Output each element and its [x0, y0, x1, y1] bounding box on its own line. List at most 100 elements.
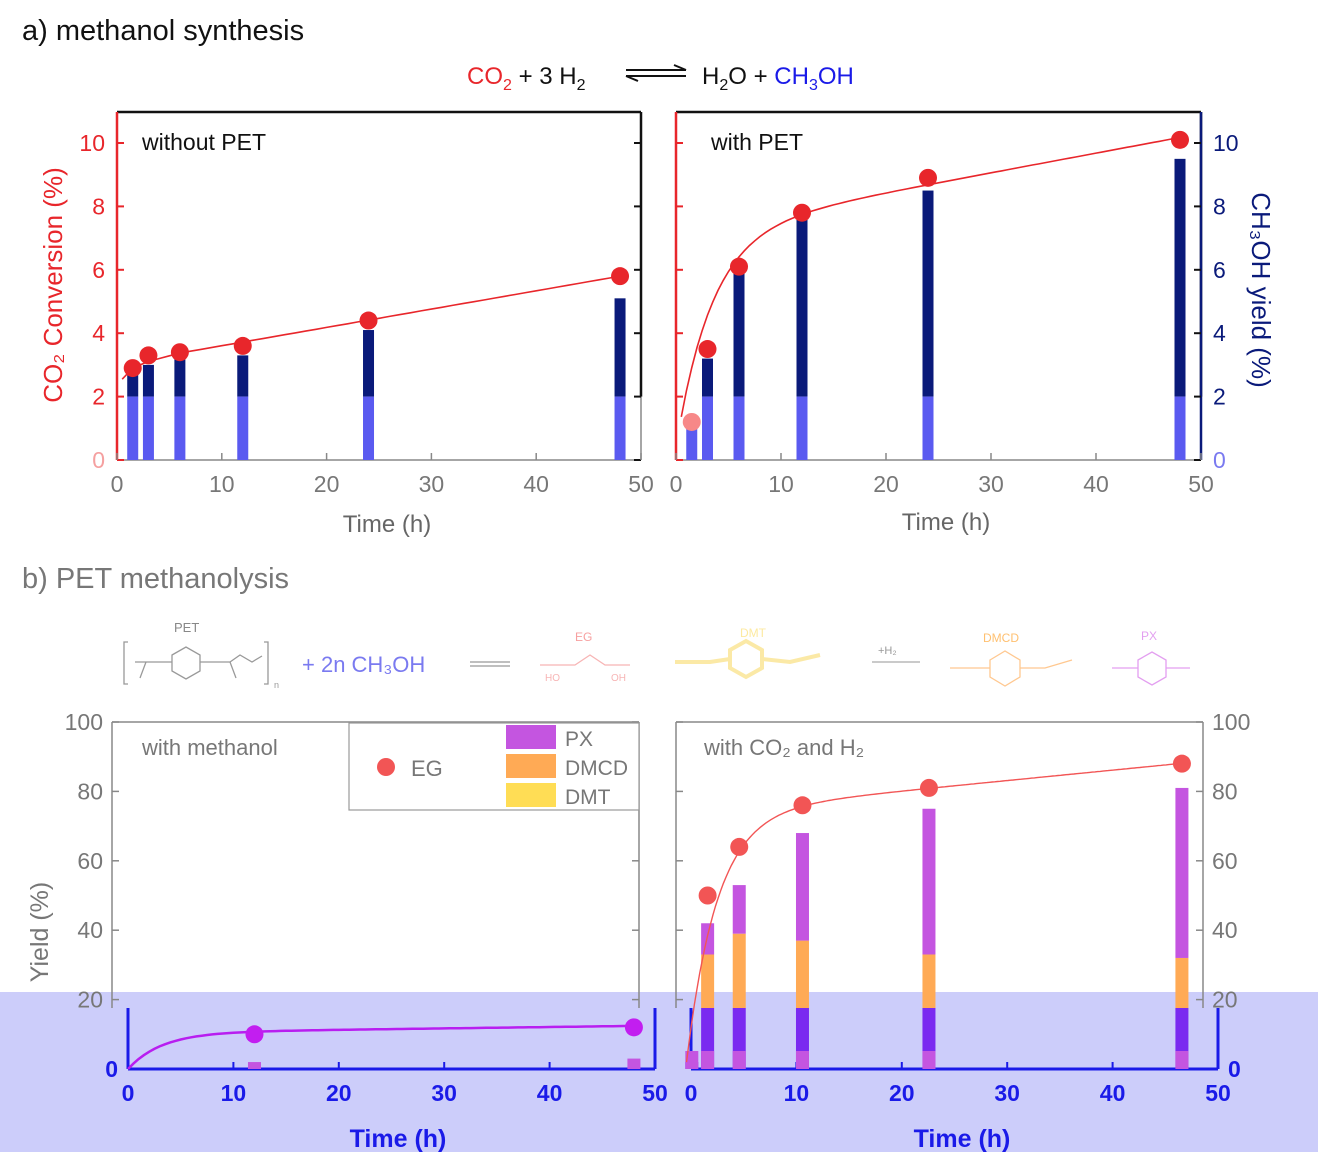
- xtick-label: 30: [431, 1080, 457, 1106]
- bar-lower-base: [732, 1051, 746, 1069]
- ytick-label: 100: [65, 709, 103, 735]
- yield-bar: [702, 358, 713, 397]
- legend: EG PX DMCD DMT: [348, 722, 640, 811]
- conversion-point: [139, 346, 158, 365]
- panel-a-ylabel-right: CH₃OH yield (%): [1246, 192, 1276, 388]
- ytick-label: 60: [77, 848, 103, 874]
- xtick-label: 20: [326, 1080, 352, 1106]
- pet-structure-icon: [123, 641, 269, 685]
- legend-dmt-label: DMT: [565, 786, 611, 809]
- panel-a-right-xlabel: Time (h): [902, 509, 990, 536]
- dmcd-structure-icon: [950, 650, 1073, 687]
- bar-lower-base: [922, 1051, 936, 1069]
- conversion-point: [793, 203, 811, 222]
- ytick-label: 10: [79, 130, 105, 156]
- xtick-label: 40: [523, 471, 549, 497]
- xtick-label: 0: [111, 471, 124, 497]
- yield-bar: [614, 298, 626, 397]
- scheme-pet-label: PET: [174, 620, 199, 635]
- yield-bar: [237, 355, 249, 397]
- panel-b-right-xlabel: Time (h): [914, 1125, 1011, 1152]
- yield-bar-lower: [614, 396, 626, 460]
- xtick-label: 40: [537, 1080, 563, 1106]
- yield-bar: [363, 330, 375, 397]
- chart-with-methanol: 0 20 40 60 80 100 0 10 20 30 40 50 with methanol: [65, 709, 668, 1106]
- xtick-label: 10: [209, 471, 235, 497]
- ytick-label: 2: [92, 384, 105, 410]
- bar-lower-base: [701, 1051, 715, 1069]
- dmcd-bar: [795, 940, 809, 1008]
- equilibrium-arrow: [625, 64, 687, 82]
- chart-title: without PET: [141, 129, 266, 155]
- legend-dmcd-swatch: [506, 754, 556, 778]
- ytick-label: 0: [92, 447, 105, 473]
- panel-a-label: a) methanol synthesis: [22, 15, 304, 47]
- px-structure-icon: [1112, 651, 1190, 686]
- px-bar: [732, 885, 746, 934]
- yield-bar-lower: [127, 396, 139, 460]
- eg-point: [245, 1025, 264, 1044]
- yield-bar: [174, 358, 186, 397]
- legend-eg-marker: [377, 758, 395, 776]
- panel-b-ylabel: Yield (%): [26, 882, 54, 983]
- legend-px-label: PX: [565, 728, 593, 751]
- px-bar: [1175, 787, 1189, 958]
- eg-structure-icon: [540, 654, 630, 666]
- xtick-label: 30: [419, 471, 445, 497]
- reaction-equation: CO2 + 3 H2 H2O + CH3OH: [467, 63, 854, 96]
- yield-bar: [127, 374, 139, 397]
- yield-bar-lower: [237, 396, 249, 460]
- conversion-point: [919, 168, 937, 187]
- xtick-label: 10: [784, 1080, 810, 1106]
- yield-bar: [922, 190, 934, 397]
- xtick-label: 10: [768, 471, 794, 497]
- legend-px-swatch: [506, 725, 556, 749]
- conversion-point: [730, 257, 748, 276]
- xtick-label: 50: [642, 1080, 668, 1106]
- xtick-label: 40: [1100, 1080, 1126, 1106]
- chart-with-co2-h2: 0 20 40 60 80 100 0 10 20 30 40 50 with CO₂ and H₂: [675, 709, 1250, 1106]
- ytick-label: 6: [92, 257, 105, 283]
- bottom-band: [0, 992, 1318, 1152]
- y2tick-label: 8: [1213, 193, 1226, 219]
- ytick-label: 20: [1212, 987, 1238, 1013]
- y2tick-label: 4: [1213, 320, 1226, 346]
- px-bar: [795, 833, 809, 941]
- yield-bar-lower: [922, 396, 934, 460]
- legend-dmt-swatch: [506, 783, 556, 807]
- panel-b-left-xlabel: Time (h): [350, 1125, 447, 1152]
- chart-title: with methanol: [141, 735, 278, 760]
- chart-title: with PET: [710, 129, 803, 155]
- dmt-bar: [627, 1058, 641, 1069]
- yield-bar-lower: [733, 396, 745, 460]
- yield-bar: [686, 425, 698, 460]
- chart-with-pet: 0 2 4 6 8 10 0 10 20 30 40 50 with PET: [670, 110, 1239, 497]
- panel-b-label: b) PET methanolysis: [22, 563, 289, 595]
- yield-bar-lower: [702, 396, 713, 460]
- eg-point: [793, 796, 812, 815]
- xtick-label: 0: [122, 1080, 135, 1106]
- px-bar: [701, 923, 715, 955]
- yield-bar: [796, 215, 808, 397]
- y2tick-label: 2: [1213, 384, 1226, 410]
- scheme-equilibrium-arrow-icon: [470, 661, 510, 667]
- yield-bar-lower: [796, 396, 808, 460]
- ytick-label: 60: [1212, 848, 1238, 874]
- yield-bar: [142, 364, 154, 397]
- xtick-label: 10: [221, 1080, 247, 1106]
- yield-bar-lower: [1174, 396, 1186, 460]
- ytick-label: 8: [92, 193, 105, 219]
- ytick-label: 100: [1212, 709, 1250, 735]
- dmcd-bar: [701, 954, 715, 1008]
- dmcd-bar: [732, 933, 746, 1008]
- scheme-eg-label: EG: [575, 630, 592, 644]
- xtick-label: 30: [994, 1080, 1020, 1106]
- ytick-label: 80: [1212, 778, 1238, 804]
- y2tick-label: 0: [1213, 447, 1226, 473]
- conversion-point: [170, 343, 189, 362]
- xtick-label: 20: [314, 471, 340, 497]
- xtick-label: 50: [628, 471, 654, 497]
- scheme-h2: +H₂: [878, 645, 897, 657]
- legend-eg-label: EG: [411, 756, 443, 781]
